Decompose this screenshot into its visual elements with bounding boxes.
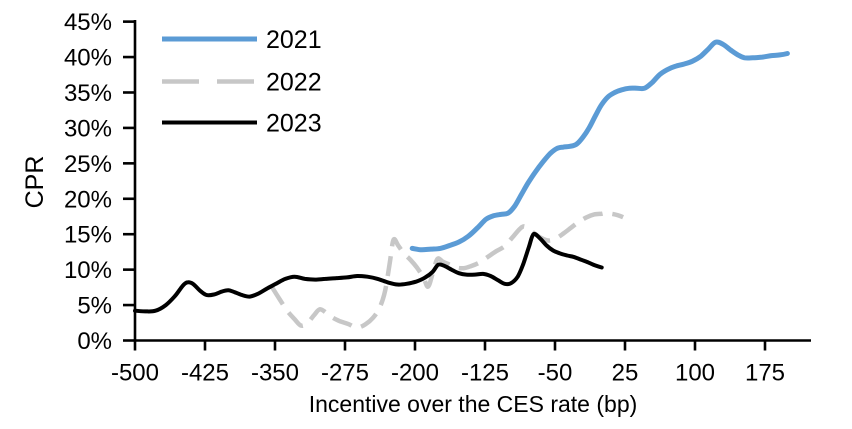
x-tick-label: -425 [181, 360, 229, 387]
x-tick-label: 175 [745, 360, 785, 387]
x-tick-label: -200 [391, 360, 439, 387]
legend-item-2022: 2022 [162, 69, 322, 97]
legend-item-2023: 2023 [162, 110, 322, 138]
legend-label-2021: 2021 [266, 26, 322, 54]
y-tick-label: 40% [64, 45, 112, 72]
series-2021-line [409, 39, 790, 253]
y-tick-label: 35% [64, 80, 112, 107]
legend-label-2023: 2023 [266, 110, 322, 138]
x-tick-label: -50 [538, 360, 573, 387]
x-tick-label: -125 [461, 360, 509, 387]
y-tick-label: 5% [77, 293, 112, 320]
x-tick-label: -275 [321, 360, 369, 387]
x-tick-label: -500 [111, 360, 159, 387]
y-axis-title: CPR [21, 155, 49, 209]
y-tick-label: 0% [77, 328, 112, 355]
x-axis-title: Incentive over the CES rate (bp) [308, 391, 638, 417]
x-tick-label: -350 [251, 360, 299, 387]
y-tick-label: 45% [64, 9, 112, 36]
y-tick-label: 25% [64, 151, 112, 178]
series-2023-line [133, 231, 604, 314]
x-tick-label: 100 [675, 360, 715, 387]
y-tick-label: 15% [64, 222, 112, 249]
y-tick-label: 20% [64, 186, 112, 213]
series-2022-line [270, 210, 625, 330]
legend-item-2021: 2021 [162, 26, 322, 54]
legend-label-2022: 2022 [266, 69, 322, 97]
y-tick-label: 10% [64, 257, 112, 284]
y-tick-label: 30% [64, 115, 112, 142]
x-tick-label: 25 [612, 360, 639, 387]
